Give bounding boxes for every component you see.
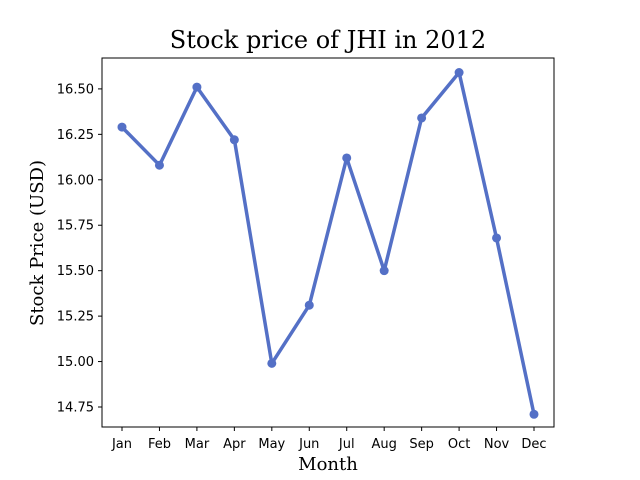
y-tick-label: 15.75 — [57, 219, 94, 234]
chart-title: Stock price of JHI in 2012 — [170, 26, 486, 54]
y-tick-label: 15.50 — [57, 264, 94, 279]
series-line — [120, 70, 536, 415]
series-points — [117, 68, 539, 419]
data-point — [192, 82, 202, 92]
plot-area — [101, 57, 555, 428]
y-tick-label: 16.25 — [57, 128, 94, 143]
data-point — [229, 135, 239, 145]
y-tick-label: 15.00 — [57, 355, 94, 370]
data-point — [529, 409, 539, 419]
x-tick-label: Mar — [185, 437, 210, 452]
data-point — [454, 68, 464, 78]
x-axis: Jan Feb Mar Apr May Jun Jul Aug Sep Oct Nov Dec — [111, 427, 547, 452]
y-tick-label: 16.00 — [57, 173, 94, 188]
x-tick-label: Feb — [148, 437, 171, 452]
x-tick-label: May — [258, 437, 285, 452]
data-point — [417, 113, 427, 123]
x-tick-label: Jan — [111, 437, 132, 452]
x-axis-label: Month — [298, 454, 358, 475]
x-tick-label: Dec — [521, 437, 546, 452]
y-axis-label: Stock Price (USD) — [27, 160, 48, 326]
data-point — [379, 266, 389, 276]
x-tick-label: Aug — [371, 437, 396, 452]
x-tick-label: Apr — [223, 437, 246, 452]
y-tick-label: 14.75 — [57, 401, 94, 416]
x-tick-label: Nov — [484, 437, 510, 452]
y-tick-label: 16.50 — [57, 82, 94, 97]
x-tick-label: Jul — [338, 437, 355, 452]
x-tick-label: Jun — [298, 437, 319, 452]
x-tick-label: Oct — [448, 437, 470, 452]
y-tick-label: 15.25 — [57, 310, 94, 325]
data-point — [154, 160, 164, 170]
x-tick-label: Sep — [409, 437, 434, 452]
data-point — [117, 122, 127, 132]
y-axis: 14.75 15.00 15.25 15.50 15.75 16.00 16.25 16.50 — [57, 82, 102, 416]
data-point — [267, 358, 277, 368]
data-point — [304, 300, 314, 310]
data-point — [492, 233, 502, 243]
data-point — [342, 153, 352, 163]
